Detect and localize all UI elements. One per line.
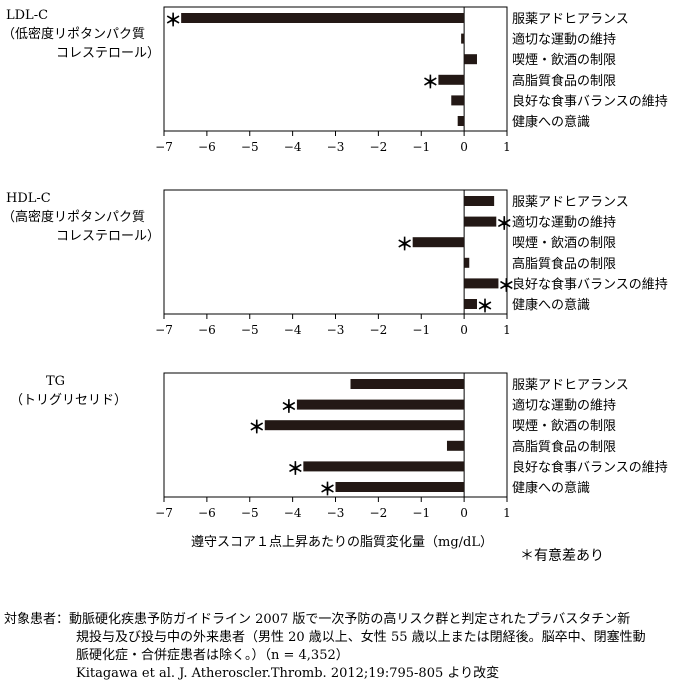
significance-marker: ＊ xyxy=(396,235,413,255)
x-tick-label: −3 xyxy=(327,323,345,337)
panel-label: コレステロール） xyxy=(56,229,160,244)
category-label: 服薬アドヒアランス xyxy=(512,195,629,210)
plot-frame xyxy=(163,372,508,498)
significance-marker: ＊ xyxy=(496,215,513,235)
panel-label: （低密度リポタンパク質 xyxy=(2,26,145,42)
category-label: 服薬アドヒアランス xyxy=(512,378,629,393)
category-label: 適切な運動の維持 xyxy=(512,398,616,414)
bar xyxy=(457,116,465,126)
x-tick-label: −4 xyxy=(284,140,302,154)
bar xyxy=(464,299,477,309)
plot-frame xyxy=(163,189,508,315)
category-label: 適切な運動の維持 xyxy=(512,215,616,231)
category-label: 高脂質食品の制限 xyxy=(512,256,616,272)
plot-frame xyxy=(163,6,508,132)
x-tick-label: −7 xyxy=(155,140,173,154)
x-tick-label: 0 xyxy=(460,323,468,337)
x-tick-label: −2 xyxy=(370,506,388,520)
x-tick-label: −6 xyxy=(198,506,216,520)
footnote-line-3: 脈硬化症・合併症患者は除く。）（n = 4,352） xyxy=(76,648,349,663)
category-label: 喫煙・飲酒の制限 xyxy=(512,418,616,434)
bar xyxy=(264,420,465,431)
x-tick-label: −1 xyxy=(412,140,430,154)
x-tick-label: 1 xyxy=(503,140,511,154)
category-label: 健康への意識 xyxy=(512,480,590,496)
bar xyxy=(464,278,499,289)
x-tick-label: −5 xyxy=(241,323,259,337)
bar xyxy=(412,237,465,248)
bar xyxy=(464,216,497,227)
x-tick-label: −3 xyxy=(327,506,345,520)
category-label: 良好な食事バランスの維持 xyxy=(512,93,668,109)
x-tick-label: −2 xyxy=(370,140,388,154)
x-tick-label: 1 xyxy=(503,323,511,337)
bar xyxy=(335,482,465,492)
significance-legend: ＊有意差あり xyxy=(520,547,604,564)
x-tick-label: −1 xyxy=(412,506,430,520)
panel-label: TG xyxy=(46,374,65,389)
panel-label: LDL-C xyxy=(6,8,48,23)
footnote-line-1: 対象患者：動脈硬化疾患予防ガイドライン 2007 版で一次予防の高リスク群と判定… xyxy=(4,612,631,627)
category-label: 健康への意識 xyxy=(512,114,590,130)
footnote-line-2: 規投与及び投与中の外来患者（男性 20 歳以上、女性 55 歳以上または閉経後。… xyxy=(76,630,646,645)
x-tick-label: −5 xyxy=(241,140,259,154)
x-tick-label: −4 xyxy=(284,323,302,337)
x-tick-label: −3 xyxy=(327,140,345,154)
bar xyxy=(296,399,465,410)
panel-label: （高密度リポタンパク質 xyxy=(2,209,145,225)
category-label: 適切な運動の維持 xyxy=(512,32,616,48)
panel-label: コレステロール） xyxy=(56,46,160,61)
x-tick-label: −6 xyxy=(198,323,216,337)
x-tick-label: −1 xyxy=(412,323,430,337)
significance-marker: ＊ xyxy=(280,398,297,418)
x-tick-label: −7 xyxy=(155,506,173,520)
significance-marker: ＊ xyxy=(319,480,336,500)
bar xyxy=(461,33,465,44)
x-tick-label: 1 xyxy=(503,506,511,520)
category-label: 服薬アドヒアランス xyxy=(512,12,629,27)
footnote-line-4: Kitagawa et al. J. Atheroscler.Thromb. 2… xyxy=(76,666,500,681)
category-label: 高脂質食品の制限 xyxy=(512,73,616,89)
category-label: 喫煙・飲酒の制限 xyxy=(512,235,616,251)
bar xyxy=(464,257,470,268)
x-tick-label: −6 xyxy=(198,140,216,154)
category-label: 喫煙・飲酒の制限 xyxy=(512,52,616,68)
bar xyxy=(350,379,465,389)
x-tick-label: −5 xyxy=(241,506,259,520)
bar xyxy=(303,461,465,472)
x-tick-label: 0 xyxy=(460,140,468,154)
category-label: 高脂質食品の制限 xyxy=(512,439,616,455)
bar xyxy=(438,74,465,85)
bar xyxy=(446,440,465,451)
category-label: 良好な食事バランスの維持 xyxy=(512,276,668,292)
significance-marker: ＊ xyxy=(422,73,439,93)
x-axis-label: 遵守スコア１点上昇あたりの脂質変化量（mg/dL） xyxy=(191,534,493,550)
x-tick-label: 0 xyxy=(460,506,468,520)
bar xyxy=(464,54,477,65)
bar xyxy=(464,196,495,206)
category-label: 良好な食事バランスの維持 xyxy=(512,459,668,475)
x-tick-label: −7 xyxy=(155,323,173,337)
panel-label: HDL-C xyxy=(6,191,51,206)
significance-marker: ＊ xyxy=(248,418,265,438)
bar xyxy=(181,13,465,23)
significance-marker: ＊ xyxy=(498,276,515,296)
significance-marker: ＊ xyxy=(165,11,182,31)
bar xyxy=(451,95,465,106)
significance-marker: ＊ xyxy=(476,297,493,317)
x-tick-label: −2 xyxy=(370,323,388,337)
category-label: 健康への意識 xyxy=(512,297,590,313)
x-tick-label: −4 xyxy=(284,506,302,520)
significance-marker: ＊ xyxy=(287,459,304,479)
panel-label: （トリグリセリド） xyxy=(10,393,127,408)
